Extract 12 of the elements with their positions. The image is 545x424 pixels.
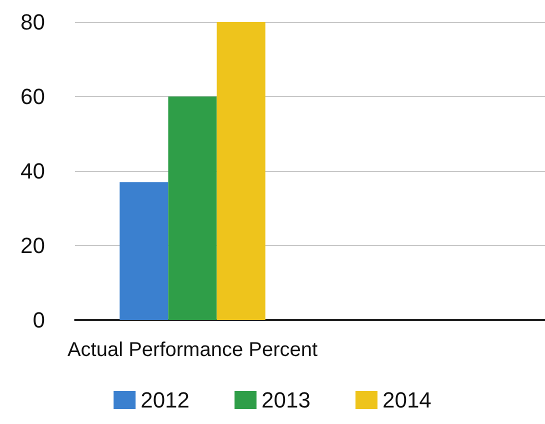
y-tick-label: 60 [20, 84, 45, 109]
y-tick-label: 80 [20, 10, 45, 34]
bar [216, 22, 266, 320]
legend-label: 2014 [382, 388, 432, 412]
legend-label: 2013 [262, 388, 310, 412]
x-tick-label: Actual Performance Percent [67, 339, 318, 361]
y-tick-label: 40 [20, 158, 45, 184]
legend-label: 2012 [140, 388, 190, 412]
y-tick-label: 20 [20, 233, 45, 258]
bar [168, 96, 217, 320]
bar [120, 182, 168, 320]
y-tick-label: 0 [32, 308, 45, 332]
